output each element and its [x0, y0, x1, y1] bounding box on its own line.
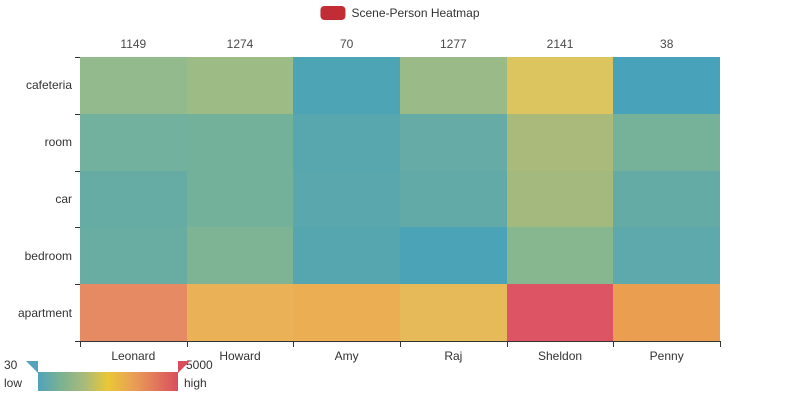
- visualmap-max-label: 5000: [186, 358, 213, 372]
- heatmap-cell-cafeteria-sheldon[interactable]: [506, 57, 614, 114]
- y-axis-labels: cafeteria room car bedroom apartment: [0, 57, 72, 341]
- legend-item[interactable]: Scene-Person Heatmap: [320, 6, 480, 20]
- visualmap-high-label: high: [184, 376, 207, 390]
- heatmap-cell-apartment-amy[interactable]: [293, 284, 400, 341]
- top-axis-value-leonard: 1149: [120, 37, 147, 51]
- heatmap-cell-apartment-leonard[interactable]: [80, 284, 187, 341]
- y-axis-label-cafeteria: cafeteria: [25, 78, 72, 93]
- legend-marker-icon: [320, 6, 346, 20]
- heatmap-cell-cafeteria-raj[interactable]: [399, 57, 507, 114]
- visualmap-gradient-bar[interactable]: [38, 372, 178, 391]
- heatmap-cell-room-penny[interactable]: [613, 113, 720, 171]
- heatmap-cell-bedroom-penny[interactable]: [613, 227, 720, 285]
- visualmap-min-label: 30: [4, 358, 18, 372]
- x-axis-label-howard: Howard: [219, 349, 261, 363]
- x-axis-labels: Leonard Howard Amy Raj Sheldon Penny: [80, 349, 720, 363]
- visualmap-left-handle[interactable]: [26, 360, 38, 373]
- heatmap-grid: [80, 57, 720, 341]
- heatmap-cell-room-sheldon[interactable]: [506, 113, 614, 171]
- x-axis-label-penny: Penny: [649, 349, 684, 363]
- y-axis-tick: [75, 227, 80, 229]
- y-axis-tick: [75, 284, 80, 286]
- heatmap-cell-room-amy[interactable]: [293, 113, 400, 171]
- y-axis-label-car: car: [55, 191, 72, 206]
- x-axis-label-leonard: Leonard: [111, 349, 156, 363]
- x-axis-tick: [720, 342, 721, 347]
- y-axis-label-bedroom: bedroom: [24, 248, 72, 263]
- y-axis-label-room: room: [44, 135, 72, 150]
- y-axis-tick: [75, 341, 80, 342]
- x-axis-label-sheldon: Sheldon: [538, 349, 583, 363]
- x-axis-label-amy: Amy: [334, 349, 359, 363]
- heatmap-cell-apartment-raj[interactable]: [399, 284, 507, 341]
- legend-label: Scene-Person Heatmap: [351, 6, 480, 20]
- top-axis-value-raj: 1277: [440, 37, 467, 51]
- heatmap-cell-room-leonard[interactable]: [80, 113, 187, 171]
- heatmap-cell-bedroom-leonard[interactable]: [80, 227, 187, 285]
- x-axis-tick: [293, 342, 295, 347]
- heatmap-cell-room-howard[interactable]: [186, 113, 294, 171]
- heatmap-cell-apartment-penny[interactable]: [613, 284, 720, 341]
- heatmap-cell-cafeteria-leonard[interactable]: [80, 57, 187, 114]
- heatmap-cell-bedroom-amy[interactable]: [293, 227, 400, 285]
- y-axis-label-apartment: apartment: [17, 305, 72, 320]
- top-axis-value-amy: 70: [340, 37, 354, 51]
- heatmap-cell-bedroom-howard[interactable]: [186, 227, 294, 285]
- x-axis-tick: [400, 342, 401, 347]
- heatmap-cell-apartment-howard[interactable]: [186, 284, 294, 341]
- y-axis-tick: [75, 57, 80, 58]
- heatmap-cell-car-penny[interactable]: [613, 170, 720, 228]
- heatmap-cell-car-raj[interactable]: [399, 170, 507, 228]
- heatmap-cell-car-sheldon[interactable]: [506, 170, 614, 228]
- y-axis-tick: [75, 170, 80, 172]
- top-axis-value-penny: 38: [660, 37, 674, 51]
- heatmap-cell-car-amy[interactable]: [293, 170, 400, 228]
- x-axis-tick: [80, 342, 81, 347]
- top-axis-value-sheldon: 2141: [546, 37, 574, 51]
- visualmap-right-handle[interactable]: [178, 360, 190, 373]
- heatmap-cell-car-howard[interactable]: [186, 170, 294, 228]
- x-axis-tick: [506, 342, 508, 347]
- heatmap-cell-bedroom-raj[interactable]: [399, 227, 507, 285]
- x-axis-line: [80, 341, 721, 342]
- heatmap-cell-cafeteria-howard[interactable]: [186, 57, 294, 114]
- x-axis-tick: [613, 342, 615, 347]
- heatmap-cell-cafeteria-amy[interactable]: [293, 57, 400, 114]
- x-axis-tick: [186, 342, 188, 347]
- heatmap-cell-apartment-sheldon[interactable]: [506, 284, 614, 341]
- top-axis-value-howard: 1274: [226, 37, 254, 51]
- top-axis-values: 1149 1274 70 1277 2141 38: [80, 37, 720, 51]
- y-axis-tick: [75, 113, 80, 115]
- heatmap-cell-bedroom-sheldon[interactable]: [506, 227, 614, 285]
- heatmap-cell-cafeteria-penny[interactable]: [613, 57, 720, 114]
- heatmap-cell-car-leonard[interactable]: [80, 170, 187, 228]
- heatmap-cell-room-raj[interactable]: [399, 113, 507, 171]
- x-axis-label-raj: Raj: [444, 349, 463, 363]
- visualmap-low-label: low: [4, 376, 23, 390]
